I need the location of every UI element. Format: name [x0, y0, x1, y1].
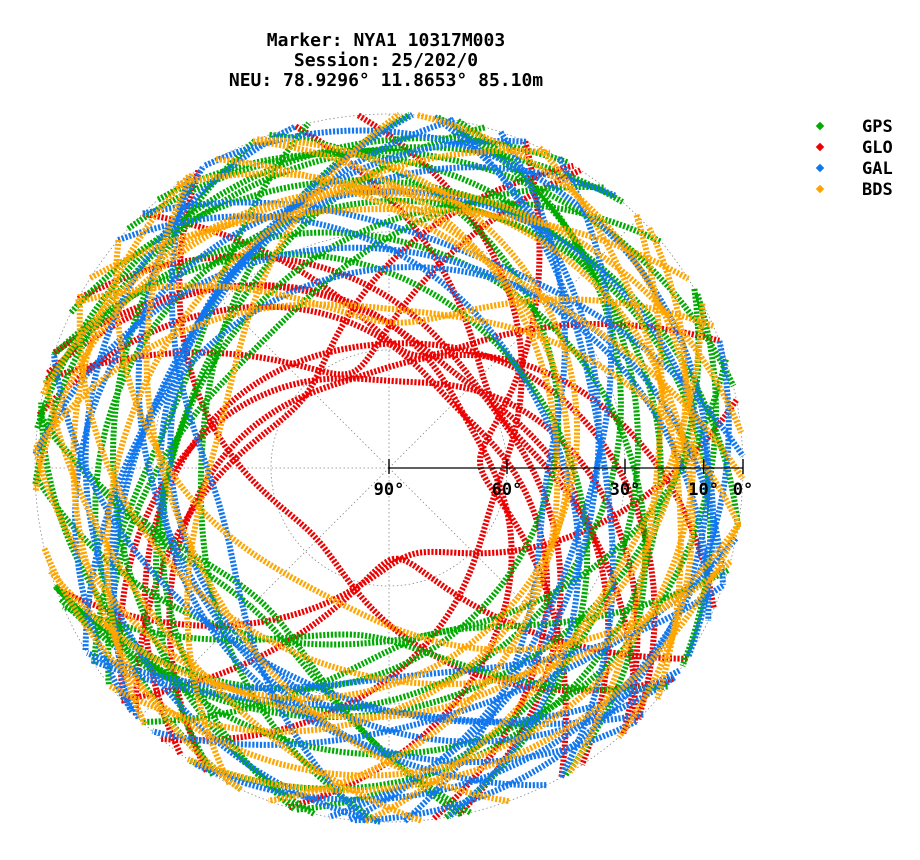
legend-label-gal: GAL [862, 159, 893, 179]
azimuth-line-135 [388, 467, 640, 719]
satellite-tracks [32, 111, 746, 825]
track-bds [215, 156, 746, 481]
track-gal [328, 114, 602, 820]
legend-label-gps: GPS [862, 117, 893, 137]
track-bds [75, 282, 715, 329]
track-bds [70, 173, 243, 792]
elevation-tick-label-90: 90° [374, 480, 405, 500]
track-bds [33, 301, 742, 526]
track-gps [68, 177, 741, 528]
legend-marker-gps [815, 121, 825, 131]
track-bds [103, 147, 551, 726]
track-gal [72, 188, 717, 713]
track-bds [537, 145, 684, 700]
track-gps [36, 411, 472, 816]
track-gal [117, 213, 582, 820]
track-gps [38, 293, 720, 758]
track-glo [176, 168, 675, 694]
title-session: Session: 25/202/0 [294, 50, 478, 71]
track-gal [106, 264, 727, 720]
track-bds [113, 239, 733, 653]
track-gal [32, 244, 712, 621]
legend-marker-gal [815, 163, 825, 173]
elevation-tick-label-10: 10° [688, 480, 719, 500]
title-marker: Marker: NYA1 10317M003 [267, 30, 505, 51]
track-gps [32, 144, 624, 485]
legend-marker-glo [815, 142, 825, 152]
track-glo [294, 123, 639, 723]
track-bds [184, 111, 402, 786]
track-gps [153, 124, 486, 777]
series-bds [32, 111, 746, 824]
title-position: NEU: 78.9296° 11.8653° 85.10m [229, 70, 543, 91]
track-gps [126, 147, 737, 388]
track-bds [76, 294, 741, 688]
track-bds [143, 172, 510, 805]
track-gal [348, 156, 614, 823]
track-bds [41, 112, 697, 779]
track-gps [62, 603, 668, 693]
track-bds [43, 379, 423, 824]
azimuth-line-225 [138, 467, 390, 719]
legend-label-bds: BDS [862, 180, 893, 200]
track-gps [34, 135, 569, 430]
legend-label-glo: GLO [862, 138, 893, 158]
track-gps [296, 114, 642, 813]
track-gps [52, 118, 624, 713]
track-gps [142, 567, 730, 725]
track-glo [55, 398, 739, 629]
track-gps [53, 131, 562, 693]
elevation-tick-label-60: 60° [492, 480, 523, 500]
track-bds [48, 136, 581, 702]
legend-marker-bds [815, 184, 825, 194]
azimuth-line-45 [388, 217, 640, 469]
track-gps [105, 184, 606, 685]
track-gal [402, 130, 569, 824]
track-bds [108, 170, 572, 735]
elevation-tick-label-30: 30° [610, 480, 641, 500]
track-bds [88, 205, 690, 282]
track-bds [32, 188, 696, 739]
track-gal [90, 657, 644, 728]
elevation-axis: 90° 60° 30° 10° 0° [374, 459, 753, 500]
track-bds [252, 138, 561, 804]
track-bds [186, 522, 742, 794]
track-bds [567, 214, 665, 774]
elevation-tick-label-0: 0° [733, 480, 753, 500]
track-glo [141, 340, 658, 756]
track-glo [166, 352, 717, 773]
track-glo [52, 282, 612, 766]
